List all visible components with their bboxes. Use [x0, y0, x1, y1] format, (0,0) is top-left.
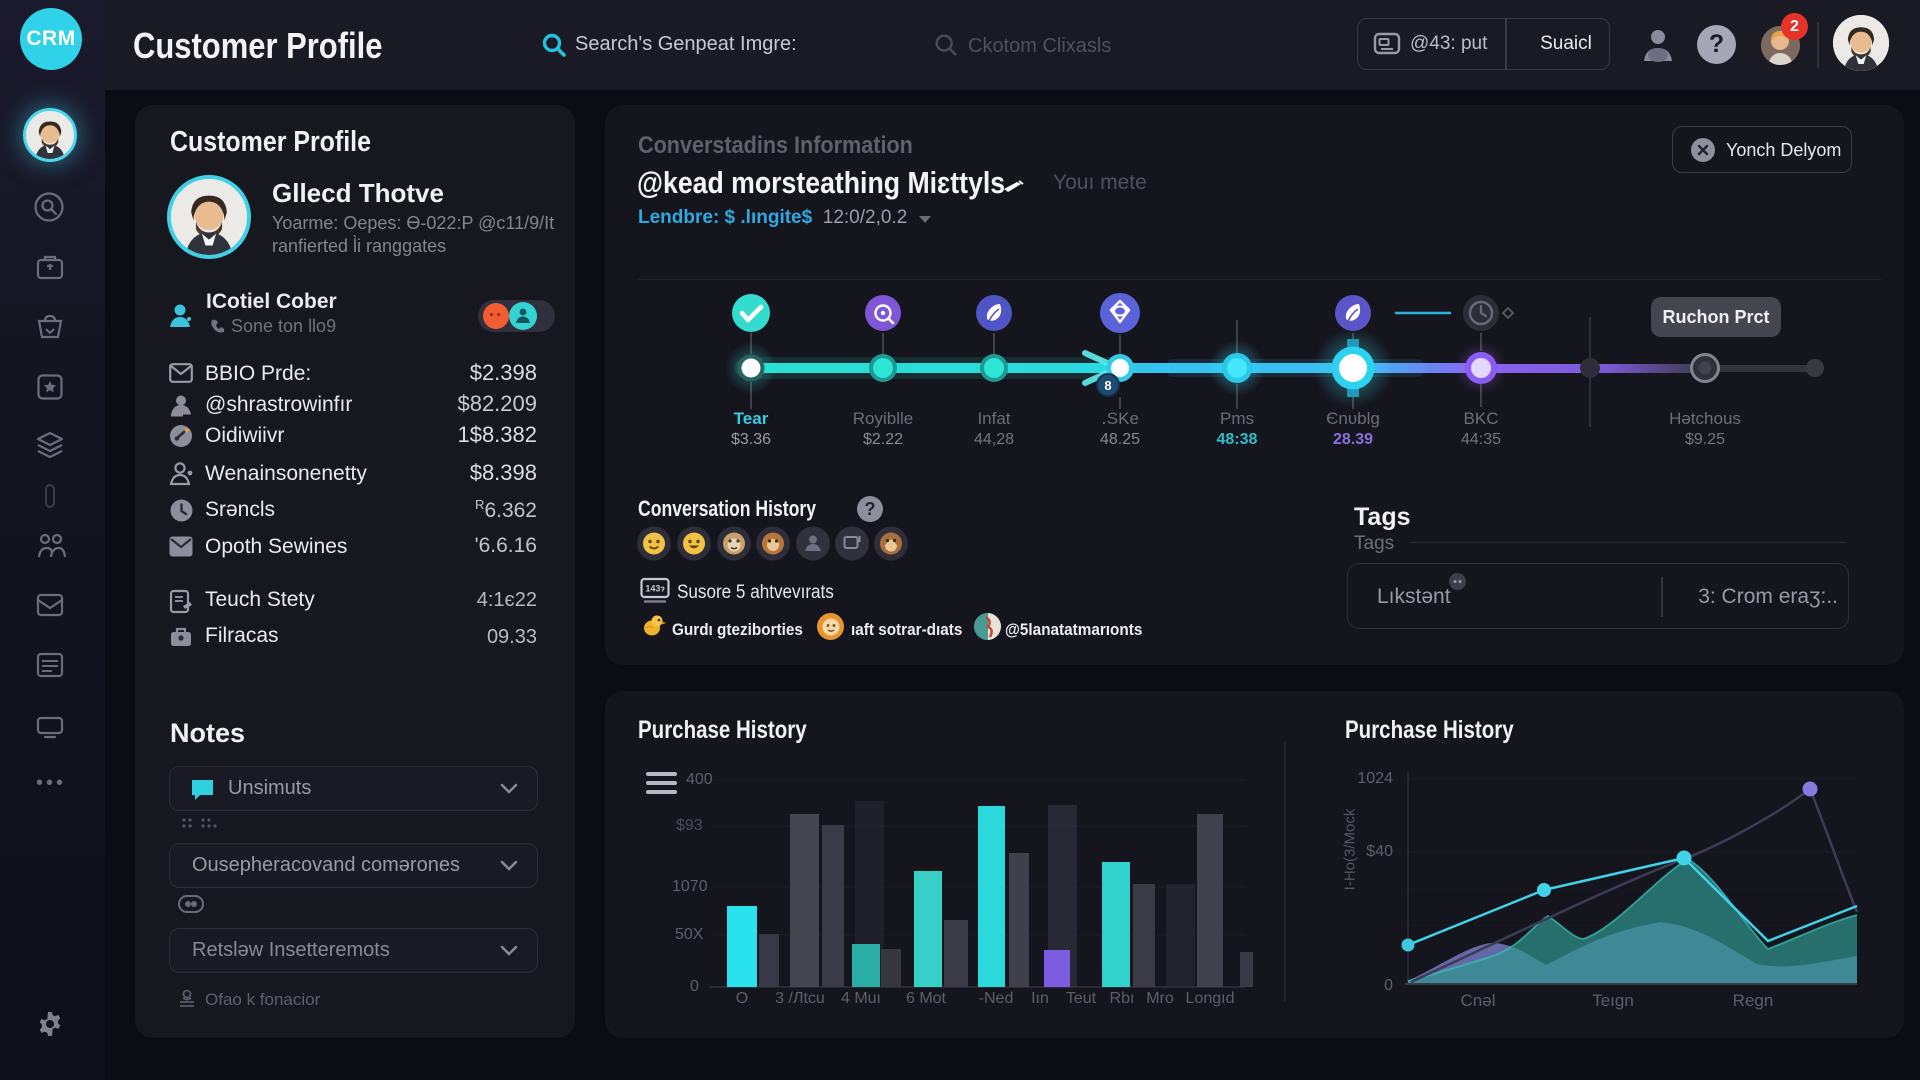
svg-text:8: 8 [1104, 378, 1111, 393]
svg-text:143ɂ: 143ɂ [645, 584, 665, 594]
